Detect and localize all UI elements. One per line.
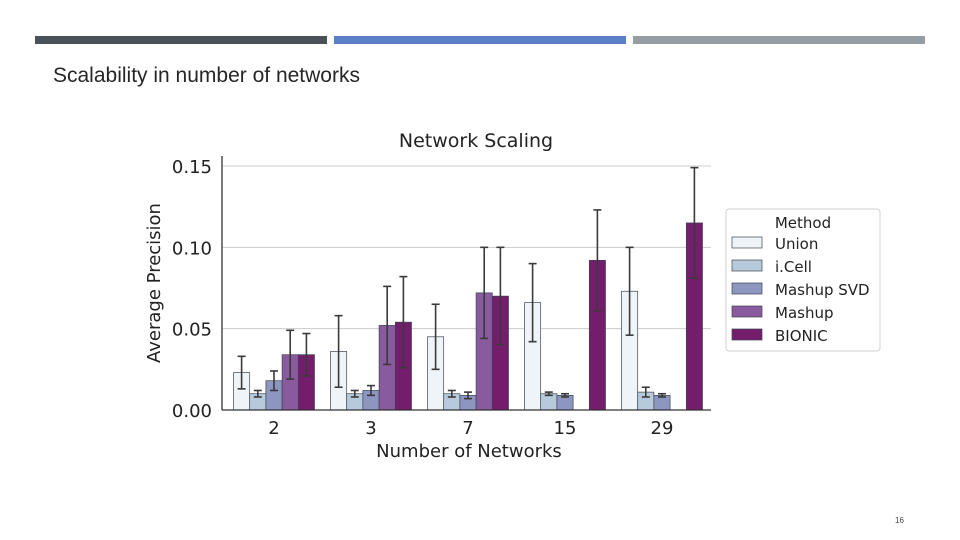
legend-label: i.Cell bbox=[775, 258, 812, 276]
legend-swatch bbox=[731, 282, 763, 295]
axes bbox=[221, 156, 711, 411]
slide-number: 16 bbox=[895, 516, 904, 525]
tick-labels: 0.00 0.05 0.10 0.15 2 3 7 15 29 bbox=[172, 157, 674, 439]
bar bbox=[540, 393, 558, 411]
legend-label: Mashup SVD bbox=[775, 281, 870, 299]
x-tick-label: 29 bbox=[651, 418, 674, 439]
legend: Method Union i.Cell Mashup SVD Mashup BIONIC bbox=[725, 208, 881, 352]
legend-label: Mashup bbox=[775, 304, 833, 322]
slide-title: Scalability in number of networks bbox=[53, 64, 360, 87]
x-tick-label: 7 bbox=[462, 418, 473, 439]
error-bars bbox=[237, 166, 699, 400]
header-accent-bar-2 bbox=[334, 36, 626, 44]
header-accent-bar-3 bbox=[633, 36, 925, 44]
x-axis-label: Number of Networks bbox=[376, 441, 562, 462]
y-tick-label: 0.05 bbox=[172, 320, 212, 341]
legend-label: Union bbox=[775, 235, 818, 253]
y-tick-label: 0.00 bbox=[172, 401, 212, 422]
x-tick-label: 3 bbox=[365, 418, 376, 439]
y-tick-label: 0.15 bbox=[172, 157, 212, 178]
bars bbox=[233, 222, 703, 411]
x-tick-label: 2 bbox=[268, 418, 279, 439]
x-tick-label: 15 bbox=[554, 418, 577, 439]
legend-swatch bbox=[731, 236, 763, 249]
header-accent-bar-1 bbox=[35, 36, 327, 44]
chart-title: Network Scaling bbox=[399, 130, 553, 152]
y-tick-label: 0.10 bbox=[172, 238, 212, 259]
legend-label: BIONIC bbox=[775, 327, 828, 345]
legend-swatch bbox=[731, 305, 763, 318]
legend-frame bbox=[725, 208, 881, 352]
legend-swatch bbox=[731, 259, 763, 272]
legend-title: Method bbox=[775, 214, 831, 232]
y-axis-label: Average Precision bbox=[144, 203, 165, 363]
legend-swatch bbox=[731, 328, 763, 341]
